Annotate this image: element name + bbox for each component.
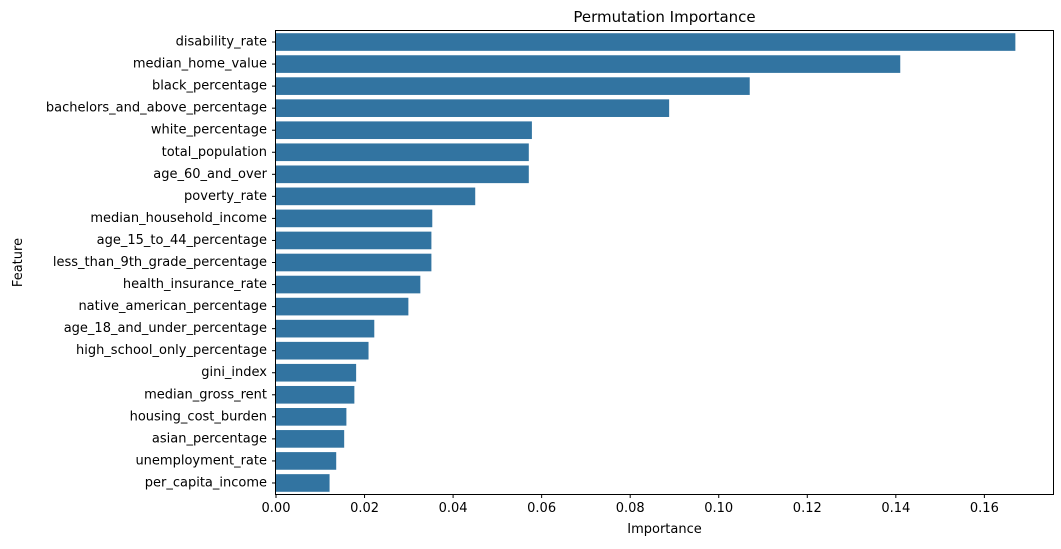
- bar-total-population: [276, 143, 529, 162]
- y-tick-label: bachelors_and_above_percentage: [46, 101, 267, 116]
- y-tick-label: age_60_and_over: [153, 167, 267, 182]
- y-tick-label: white_percentage: [151, 123, 267, 138]
- axes-frame: [275, 30, 1054, 495]
- x-tick-label: 0.16: [970, 501, 999, 516]
- bar-asian-percentage: [276, 430, 345, 448]
- y-tick-label: less_than_9th_grade_percentage: [53, 255, 267, 270]
- bar-age-18-and-under-percentage: [276, 319, 375, 338]
- y-tick-label: age_15_to_44_percentage: [97, 233, 267, 248]
- y-tick-label: high_school_only_percentage: [76, 343, 267, 358]
- bar-bachelors-and-above-percentage: [276, 99, 670, 117]
- x-tick-label: 0.14: [881, 501, 910, 516]
- y-axis-label: Feature: [11, 238, 26, 287]
- bar-health-insurance-rate: [276, 275, 421, 294]
- bar-gini-index: [276, 363, 357, 382]
- y-tick-label: poverty_rate: [184, 189, 267, 204]
- chart-title: Permutation Importance: [573, 8, 755, 26]
- x-axis-label: Importance: [627, 522, 702, 537]
- y-tick-label: median_gross_rent: [144, 387, 267, 402]
- y-tick-label: gini_index: [201, 365, 267, 380]
- x-tick-label: 0.00: [262, 501, 291, 516]
- bar-median-gross-rent: [276, 385, 355, 404]
- bars-layer: [276, 33, 1016, 492]
- x-tick-label: 0.02: [350, 501, 379, 516]
- bar-white-percentage: [276, 121, 532, 140]
- bar-age-60-and-over: [276, 165, 529, 184]
- bar-black-percentage: [276, 77, 750, 95]
- x-tick-label: 0.04: [439, 501, 468, 516]
- y-tick-label: disability_rate: [176, 35, 267, 50]
- x-tick-label: 0.08: [616, 501, 645, 516]
- bar-less-than-9th-grade-percentage: [276, 253, 432, 272]
- y-tick-label: median_household_income: [90, 211, 267, 226]
- y-tick-label: per_capita_income: [145, 475, 267, 490]
- x-tick-label: 0.12: [793, 501, 822, 516]
- bar-median-household-income: [276, 209, 433, 228]
- bar-age-15-to-44-percentage: [276, 231, 432, 250]
- bar-unemployment-rate: [276, 452, 337, 470]
- y-tick-label: asian_percentage: [152, 431, 267, 446]
- y-tick-label: unemployment_rate: [135, 453, 267, 468]
- bar-high-school-only-percentage: [276, 341, 369, 360]
- y-tick-label: health_insurance_rate: [123, 277, 267, 292]
- bar-poverty-rate: [276, 187, 476, 206]
- x-tick-label: 0.10: [704, 501, 733, 516]
- y-tick-layer: disability_rate median_home_value black_pe…: [46, 35, 276, 490]
- x-tick-layer: 0.00 0.02 0.04 0.06 0.08 0.10 0.12 0.14 0.16: [262, 494, 999, 516]
- y-tick-label: native_american_percentage: [78, 299, 267, 314]
- bar-per-capita-income: [276, 474, 330, 492]
- bar-housing-cost-burden: [276, 408, 347, 426]
- y-tick-label: total_population: [162, 145, 267, 160]
- y-tick-label: housing_cost_burden: [130, 409, 267, 424]
- y-tick-label: black_percentage: [152, 79, 267, 94]
- bar-disability-rate: [276, 33, 1016, 51]
- y-tick-label: age_18_and_under_percentage: [64, 321, 267, 336]
- y-tick-label: median_home_value: [133, 57, 267, 72]
- x-tick-label: 0.06: [527, 501, 556, 516]
- bar-median-home-value: [276, 55, 901, 73]
- bar-native-american-percentage: [276, 297, 409, 316]
